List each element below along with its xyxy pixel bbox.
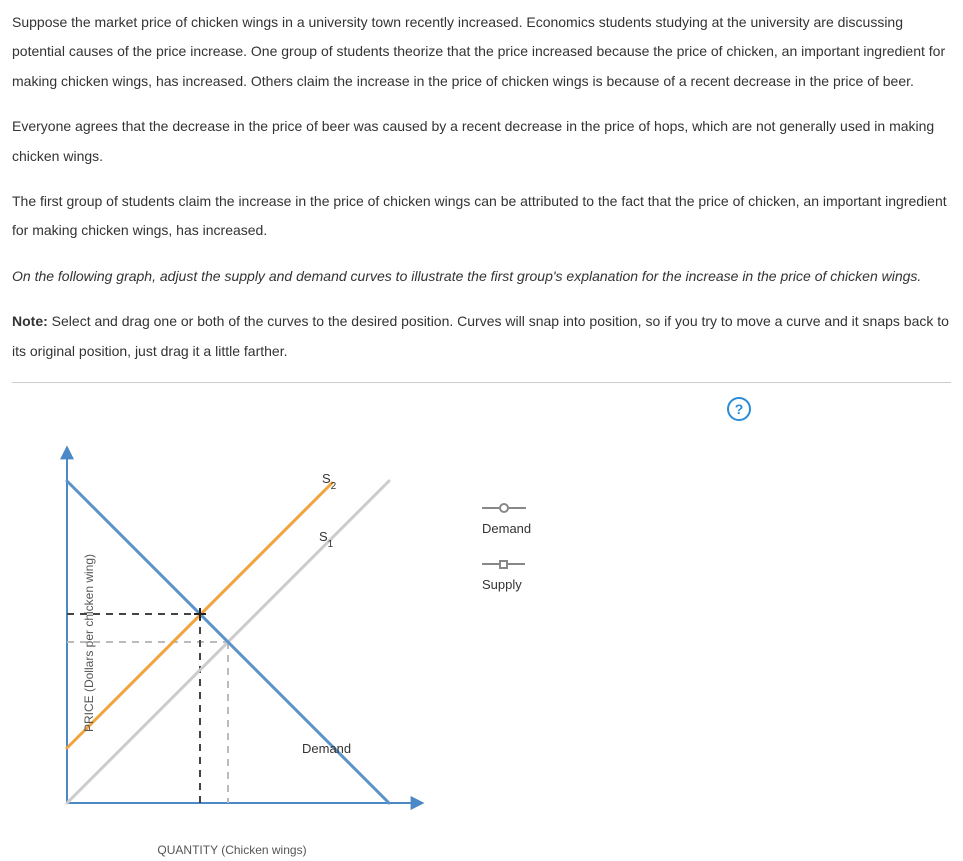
help-button[interactable]: ?	[727, 397, 751, 421]
paragraph-instruction: On the following graph, adjust the suppl…	[12, 262, 951, 291]
legend-supply-marker	[482, 560, 531, 569]
svg-text:Demand: Demand	[302, 741, 351, 756]
legend-demand-marker	[482, 503, 531, 513]
x-axis-label: QUANTITY (Chicken wings)	[157, 843, 306, 857]
paragraph-2: Everyone agrees that the decrease in the…	[12, 112, 951, 171]
paragraph-3: The first group of students claim the in…	[12, 187, 951, 246]
note-text: Select and drag one or both of the curve…	[12, 313, 949, 358]
svg-text:S1: S1	[319, 529, 334, 550]
svg-text:S2: S2	[322, 471, 337, 492]
legend-supply-label: Supply	[482, 577, 531, 592]
paragraph-note: Note: Select and drag one or both of the…	[12, 307, 951, 366]
graph-container: ? PRICE (Dollars per chicken wing) Deman…	[12, 382, 951, 853]
legend-demand[interactable]: Demand	[482, 503, 531, 536]
graph-plot-area[interactable]: PRICE (Dollars per chicken wing) Demand S…	[12, 433, 452, 853]
note-label: Note:	[12, 313, 48, 329]
y-axis-label: PRICE (Dollars per chicken wing)	[82, 554, 96, 732]
legend: Demand Supply	[482, 503, 531, 616]
legend-demand-label: Demand	[482, 521, 531, 536]
paragraph-1: Suppose the market price of chicken wing…	[12, 8, 951, 96]
legend-supply[interactable]: Supply	[482, 560, 531, 592]
graph-svg[interactable]: Demand S1 S2	[12, 433, 452, 833]
